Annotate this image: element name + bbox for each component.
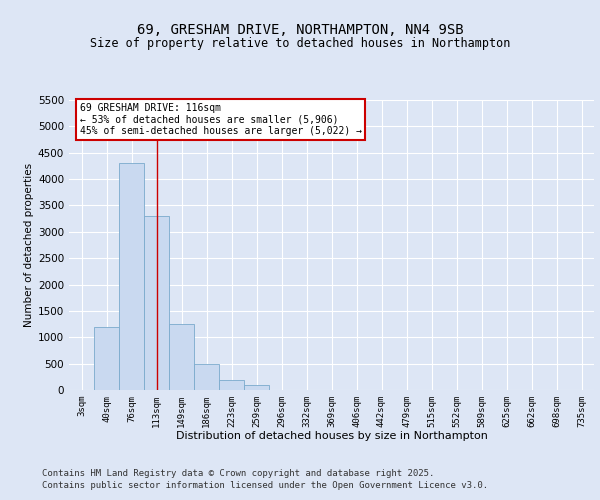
Text: 69 GRESHAM DRIVE: 116sqm
← 53% of detached houses are smaller (5,906)
45% of sem: 69 GRESHAM DRIVE: 116sqm ← 53% of detach…: [79, 103, 361, 136]
X-axis label: Distribution of detached houses by size in Northampton: Distribution of detached houses by size …: [176, 432, 487, 442]
Bar: [169, 324, 194, 390]
Text: Contains HM Land Registry data © Crown copyright and database right 2025.: Contains HM Land Registry data © Crown c…: [42, 468, 434, 477]
Bar: [194, 364, 219, 390]
Bar: [94, 326, 119, 390]
Text: 69, GRESHAM DRIVE, NORTHAMPTON, NN4 9SB: 69, GRESHAM DRIVE, NORTHAMPTON, NN4 9SB: [137, 22, 463, 36]
Y-axis label: Number of detached properties: Number of detached properties: [24, 163, 34, 327]
Text: Contains public sector information licensed under the Open Government Licence v3: Contains public sector information licen…: [42, 481, 488, 490]
Bar: [144, 216, 169, 390]
Bar: [219, 380, 244, 390]
Text: Size of property relative to detached houses in Northampton: Size of property relative to detached ho…: [90, 38, 510, 51]
Bar: [244, 384, 269, 390]
Bar: [119, 164, 144, 390]
